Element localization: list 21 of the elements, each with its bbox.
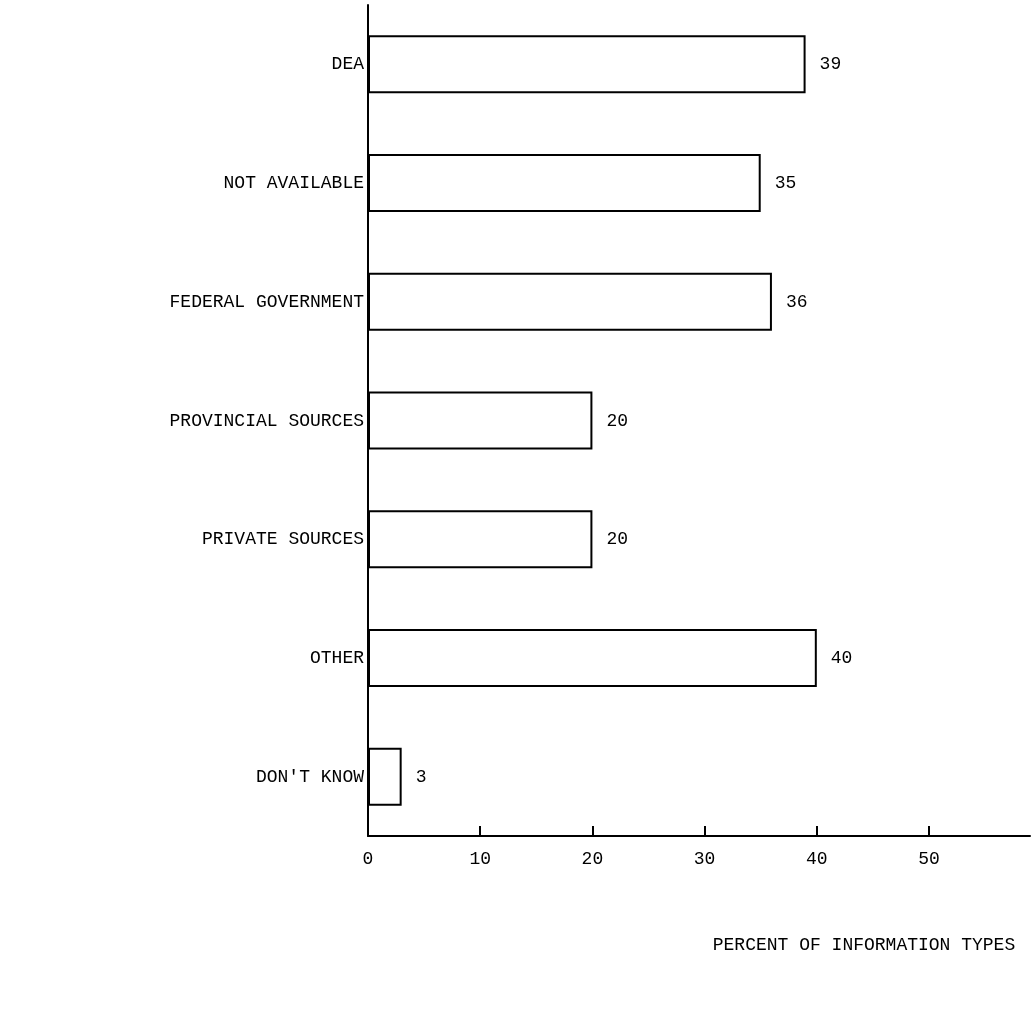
x-tick-label: 40 bbox=[806, 849, 828, 869]
y-tick-label: PRIVATE SOURCES bbox=[201, 529, 364, 550]
x-tick-label: 30 bbox=[693, 849, 716, 869]
x-tick-label: 10 bbox=[469, 849, 492, 869]
x-tick-label: 0 bbox=[362, 849, 374, 869]
data-label: 20 bbox=[606, 410, 629, 431]
data-label: 35 bbox=[774, 173, 797, 194]
data-label: 3 bbox=[415, 766, 427, 787]
x-tick-label: 50 bbox=[918, 849, 940, 869]
y-tick-label: PROVINCIAL SOURCES bbox=[169, 410, 364, 431]
y-tick-label: NOT AVAILABLE bbox=[223, 173, 364, 194]
data-label: 40 bbox=[830, 647, 853, 668]
x-axis-title: PERCENT OF INFORMATION TYPES bbox=[712, 935, 1016, 955]
y-tick-label: DEA bbox=[331, 54, 365, 75]
x-tick-label: 20 bbox=[581, 849, 604, 869]
y-tick-label: FEDERAL GOVERNMENT bbox=[169, 291, 365, 312]
data-label: 39 bbox=[819, 54, 842, 75]
y-tick-label: DON'T KNOW bbox=[255, 766, 365, 787]
data-label: 20 bbox=[606, 529, 629, 550]
y-tick-label: OTHER bbox=[309, 647, 365, 668]
data-label: 36 bbox=[785, 291, 808, 312]
